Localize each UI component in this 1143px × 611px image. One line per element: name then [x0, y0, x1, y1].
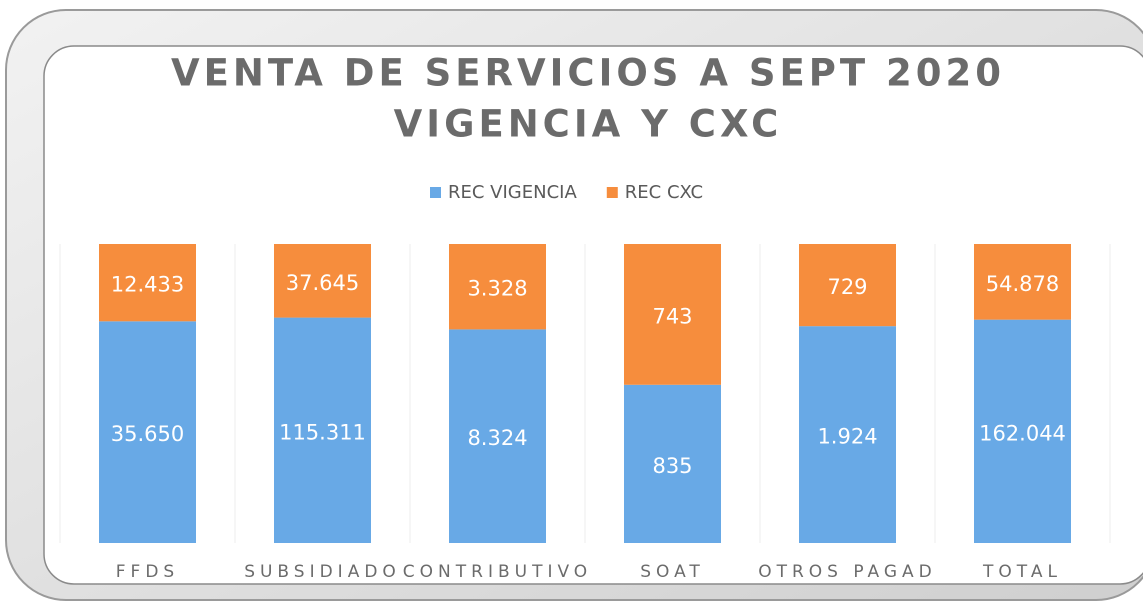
data-label: 54.878 — [986, 272, 1059, 296]
legend-label: REC CXC — [625, 182, 703, 203]
data-label: 37.645 — [286, 271, 359, 295]
bar-segment — [799, 244, 896, 327]
x-tick-label: OTROS PAGAD — [758, 562, 937, 582]
x-tick-label: FFDS — [116, 562, 179, 582]
bar-segment — [99, 244, 196, 322]
x-tick-label: SUBSIDIADO — [244, 562, 401, 582]
data-label: 1.924 — [817, 425, 877, 449]
bar-segment — [449, 329, 546, 543]
legend-label: REC VIGENCIA — [448, 182, 577, 203]
bar-segment — [624, 384, 721, 543]
data-label: 743 — [652, 304, 692, 328]
data-label: 115.311 — [279, 420, 366, 444]
bar-segment — [449, 244, 546, 330]
bar-segment — [274, 244, 371, 318]
x-tick-label: SOAT — [640, 562, 705, 582]
chart-title: VIGENCIA Y CXC — [394, 103, 783, 146]
data-label: 3.328 — [467, 277, 527, 301]
legend-swatch — [430, 187, 441, 198]
x-tick-label: CONTRIBUTIVO — [403, 562, 592, 582]
data-label: 35.650 — [111, 422, 184, 446]
bar-segment — [624, 244, 721, 385]
bar-segment — [274, 317, 371, 543]
x-tick-label: TOTAL — [982, 562, 1062, 582]
data-label: 12.433 — [111, 273, 184, 297]
legend-swatch — [606, 187, 618, 198]
data-label: 8.324 — [467, 426, 527, 450]
bar-segment — [99, 321, 196, 543]
data-label: 729 — [827, 275, 867, 299]
bar-segment — [799, 326, 896, 543]
data-label: 835 — [652, 454, 692, 478]
chart-title: VENTA DE SERVICIOS A SEPT 2020 — [171, 52, 1005, 95]
bar-segment — [974, 244, 1071, 320]
bar-segment — [974, 319, 1071, 543]
data-label: 162.044 — [979, 421, 1066, 445]
